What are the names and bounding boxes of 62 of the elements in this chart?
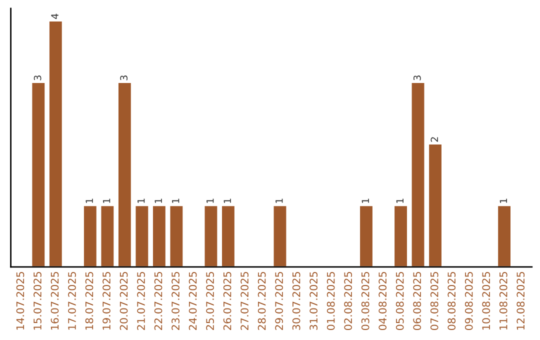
x-tick-label: 25.07.2025	[206, 272, 214, 330]
bar	[134, 204, 150, 267]
data-label: 1	[206, 198, 214, 203]
bar	[203, 204, 219, 267]
data-label: 1	[396, 198, 404, 203]
x-tick-label: 23.07.2025	[172, 272, 180, 330]
x-tick-label: 12.08.2025	[516, 272, 525, 330]
x-tick-label: 19.07.2025	[102, 272, 110, 330]
data-label: 1	[86, 198, 93, 203]
data-label: 1	[362, 198, 369, 203]
x-tick-label: 28.07.2025	[258, 272, 266, 330]
x-tick-label: 22.07.2025	[154, 272, 162, 330]
x-tick-label: 02.08.2025	[344, 272, 352, 330]
bar	[428, 143, 443, 267]
x-tick-label: 30.07.2025	[292, 272, 300, 330]
data-label: 1	[103, 198, 110, 203]
bar	[117, 82, 132, 267]
bar	[30, 82, 46, 267]
x-tick-label: 11.08.2025	[499, 272, 508, 330]
x-tick-label: 03.08.2025	[361, 272, 370, 330]
x-tick-label: 29.07.2025	[275, 272, 283, 330]
bar	[220, 204, 236, 267]
bar	[100, 204, 116, 267]
data-label: 3	[34, 76, 42, 80]
bar	[48, 20, 64, 267]
x-tick-label: 14.07.2025	[16, 272, 24, 330]
x-tick-label: 05.08.2025	[396, 272, 404, 330]
data-label: 4	[51, 14, 58, 19]
x-tick-label: 07.08.2025	[430, 272, 438, 330]
x-tick-label: 06.08.2025	[413, 272, 422, 330]
x-tick-label: 08.08.2025	[448, 272, 456, 330]
data-label: 1	[172, 198, 180, 203]
x-tick-label: 16.07.2025	[50, 272, 59, 330]
bar	[82, 204, 98, 267]
x-tick-label: 21.07.2025	[137, 272, 145, 330]
bar	[272, 204, 288, 267]
x-tick-label: 27.07.2025	[240, 272, 248, 330]
data-label: 2	[430, 137, 438, 142]
data-label: 1	[500, 198, 507, 203]
x-tick-label: 10.08.2025	[482, 272, 490, 330]
data-label: 3	[413, 76, 421, 80]
bar	[152, 204, 167, 267]
x-tick-label: 09.08.2025	[464, 272, 473, 330]
bar	[410, 82, 426, 267]
x-tick-label: 20.07.2025	[120, 272, 128, 330]
data-label: 1	[224, 198, 231, 203]
x-tick-label: 15.07.2025	[34, 272, 42, 330]
bar	[168, 204, 184, 267]
data-label: 3	[120, 76, 128, 80]
data-label: 1	[276, 198, 283, 203]
x-tick-label: 01.08.2025	[326, 272, 335, 330]
x-tick-label: 18.07.2025	[85, 272, 94, 330]
bar	[496, 204, 512, 267]
x-tick-label: 17.07.2025	[68, 272, 76, 330]
x-tick-label: 31.07.2025	[310, 272, 318, 330]
x-tick-label: 24.07.2025	[188, 272, 197, 330]
bar	[358, 204, 374, 267]
x-tick-label: 26.07.2025	[223, 272, 232, 330]
data-label: 1	[154, 198, 162, 203]
x-tick-label: 04.08.2025	[378, 272, 387, 330]
bar	[393, 204, 408, 267]
data-label: 1	[138, 198, 145, 203]
